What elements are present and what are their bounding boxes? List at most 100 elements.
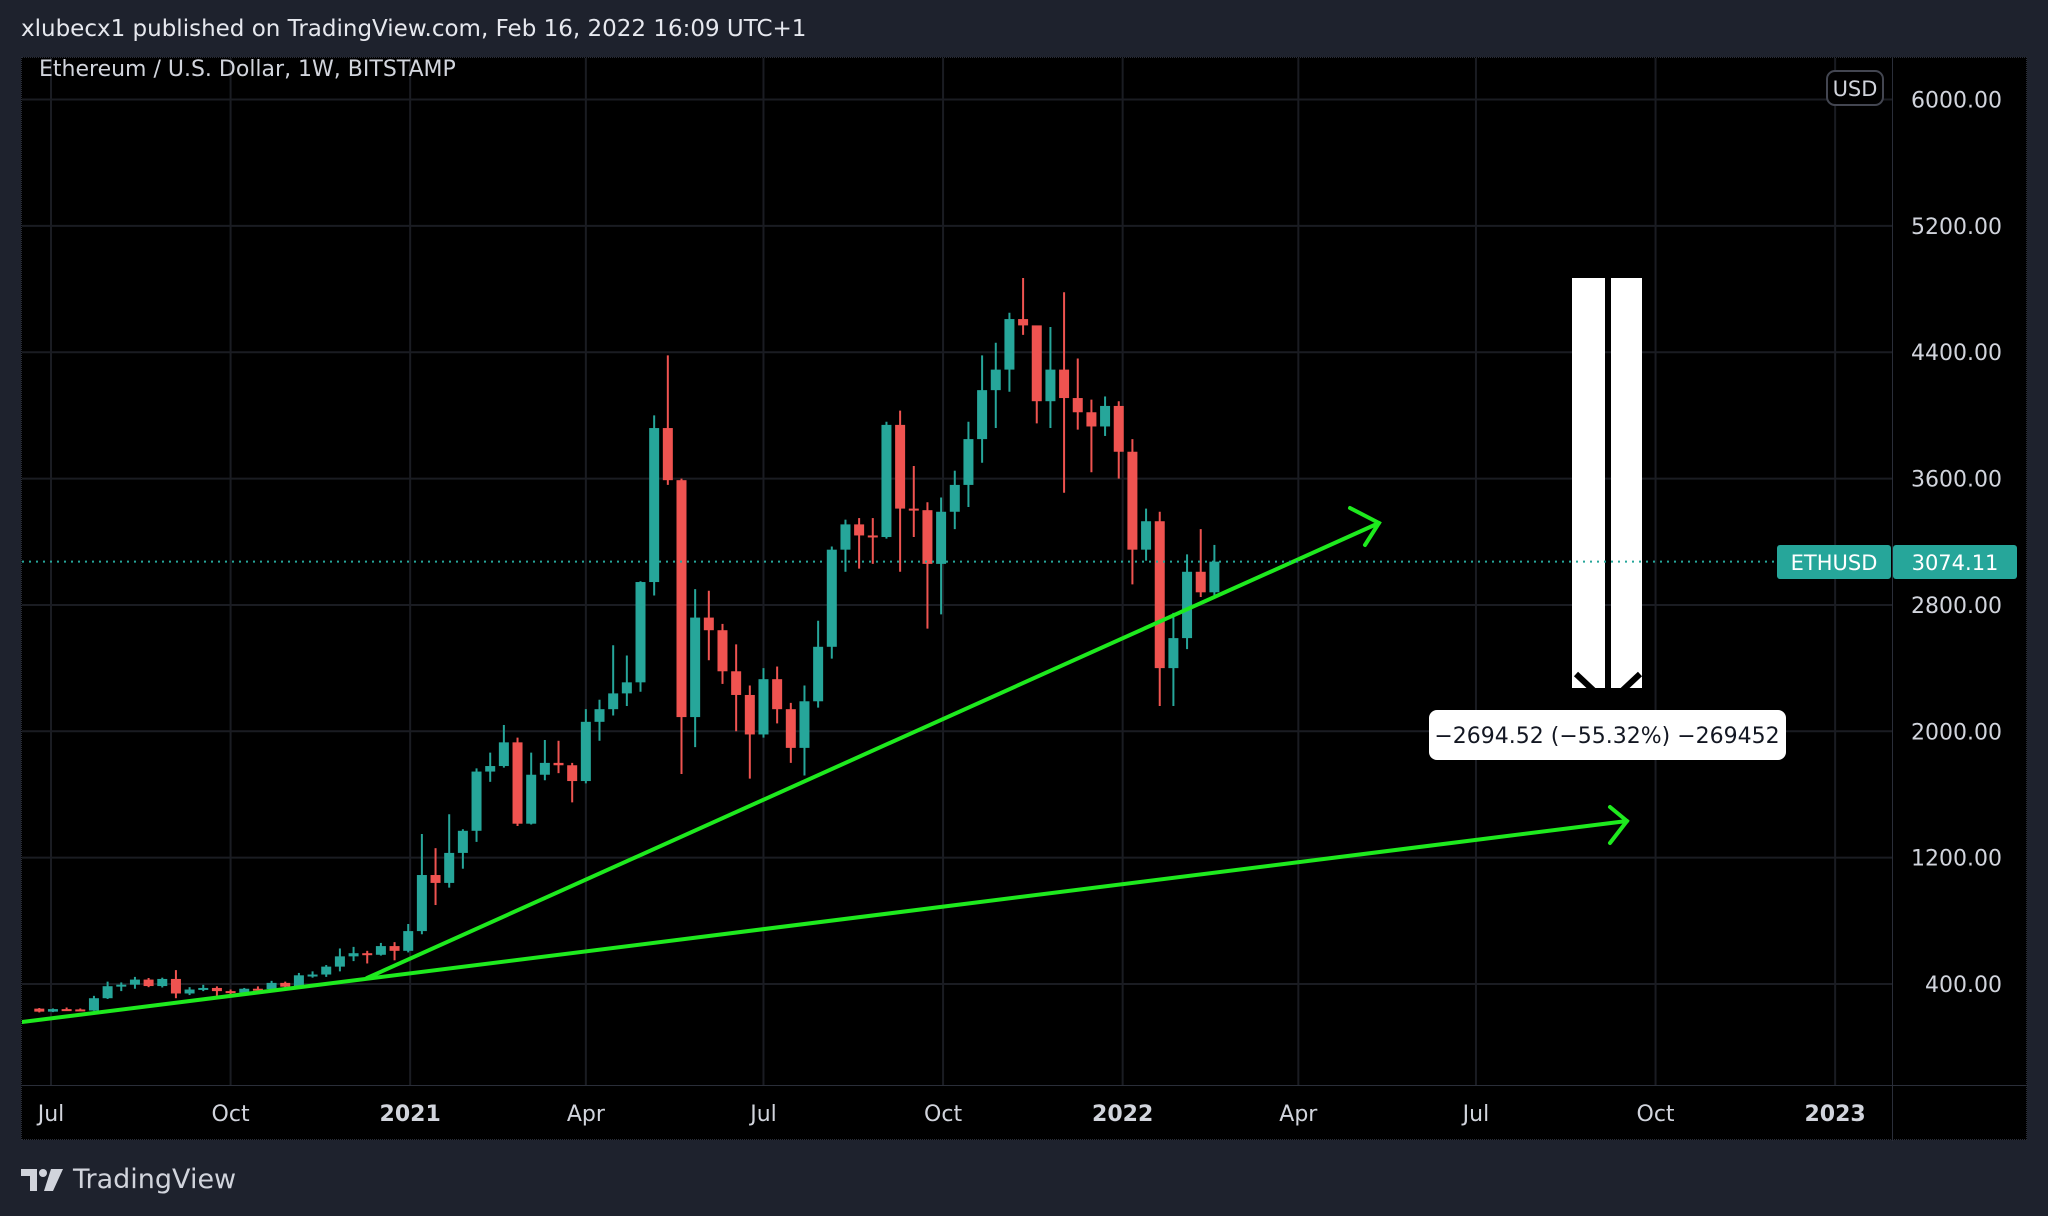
candle-body	[963, 439, 974, 485]
candle-body	[813, 646, 824, 702]
time-tick-label: Oct	[924, 1102, 962, 1127]
tradingview-logo-icon	[21, 1168, 63, 1191]
candle-body	[47, 1009, 58, 1012]
symbol-label: ETHUSD	[1791, 551, 1878, 575]
candle-body	[471, 771, 482, 831]
candle-body	[88, 998, 99, 1011]
candle	[471, 768, 482, 842]
tradingview-logo[interactable]: TradingView	[21, 1164, 236, 1195]
candle-body	[1141, 521, 1152, 550]
arrow-head-icon	[1573, 671, 1643, 709]
candle-body	[1045, 369, 1056, 402]
last-price-label: 3074.11	[1912, 551, 1999, 575]
candle-body	[403, 931, 414, 951]
candle	[580, 709, 591, 784]
candle	[635, 581, 646, 692]
candle-body	[485, 766, 496, 772]
candle-body	[854, 524, 865, 536]
candle-body	[621, 682, 632, 694]
candles	[34, 278, 1220, 1013]
candle	[143, 977, 154, 988]
candle-body	[143, 979, 154, 987]
candle-body	[1031, 325, 1042, 402]
candle-body	[198, 987, 209, 990]
trend-line-arrow	[365, 521, 1381, 980]
candle-body	[498, 742, 509, 767]
candle	[649, 415, 660, 596]
candle-body	[580, 721, 591, 782]
candle-body	[184, 989, 195, 994]
candle	[157, 977, 168, 988]
time-tick-label: 2021	[380, 1102, 441, 1127]
candle	[553, 740, 564, 774]
candle	[881, 421, 892, 539]
candle	[34, 1008, 45, 1013]
candle	[690, 589, 701, 748]
candle-body	[990, 369, 1001, 391]
candle	[922, 502, 933, 629]
candle-body	[457, 830, 468, 853]
candle	[799, 685, 810, 776]
candle	[485, 752, 496, 782]
candle-body	[170, 978, 181, 994]
candle	[1086, 399, 1097, 473]
candle	[608, 645, 619, 716]
price-tick-label: 1200.00	[1911, 847, 2002, 872]
price-tick-label: 400.00	[1925, 973, 2002, 998]
candle-body	[1004, 319, 1015, 370]
candle-body	[293, 975, 304, 987]
candle-body	[1195, 571, 1206, 593]
time-tick-label: Oct	[1637, 1102, 1675, 1127]
candle	[1168, 612, 1179, 707]
candle	[1209, 544, 1220, 596]
candle	[826, 546, 837, 659]
candle-body	[731, 671, 742, 695]
candle	[444, 814, 455, 888]
candle-body	[321, 966, 332, 975]
candle	[102, 981, 113, 1000]
candle	[307, 971, 318, 978]
candle-body	[649, 428, 660, 583]
candle-body	[1182, 571, 1193, 639]
candle-body	[1168, 638, 1179, 669]
candle	[990, 342, 1001, 429]
candle	[539, 739, 550, 781]
candle	[1154, 511, 1165, 707]
candle-body	[826, 549, 837, 647]
candle-body	[1113, 405, 1124, 452]
candle	[854, 518, 865, 569]
candle	[266, 980, 277, 990]
measure-text: −2694.52 (−55.32%) −269452	[1434, 724, 1779, 749]
time-tick-label: 2022	[1092, 1102, 1153, 1127]
candle	[895, 410, 906, 572]
candle	[977, 355, 988, 463]
time-tick-label: Apr	[1279, 1102, 1318, 1127]
candle	[662, 355, 673, 485]
chart-title: Ethereum / U.S. Dollar, 1W, BITSTAMP	[39, 58, 456, 82]
candle-body	[744, 694, 755, 735]
candle	[430, 848, 441, 906]
time-tick-label: 2023	[1805, 1102, 1866, 1127]
candle-body	[1127, 451, 1138, 550]
candle-body	[157, 978, 168, 987]
price-tick-label: 2000.00	[1911, 720, 2002, 745]
price-tick-label: 5200.00	[1911, 215, 2002, 240]
price-tick-label: 2800.00	[1911, 594, 2002, 619]
candle-body	[526, 774, 537, 824]
candle	[621, 655, 632, 707]
candle-body	[307, 974, 318, 977]
time-tick-label: Apr	[567, 1102, 606, 1127]
time-tick-label: Jul	[36, 1102, 65, 1127]
chart-pane[interactable]: 400.00 1200.00 2000.00 2800.00 3600.00 4400.0…	[21, 57, 2028, 1141]
candle	[949, 470, 960, 530]
candlestick-chart[interactable]: 400.00 1200.00 2000.00 2800.00 3600.00 4400.0…	[22, 58, 2028, 1141]
candle	[362, 950, 373, 964]
candle-body	[1154, 521, 1165, 669]
measure-label[interactable]: −2694.52 (−55.32%) −269452	[1429, 710, 1786, 760]
currency-button[interactable]: USD	[1826, 70, 1884, 106]
arrow-shaft-left	[1572, 278, 1605, 688]
arrow-shaft-right	[1611, 278, 1642, 688]
candle-body	[348, 953, 359, 957]
candle-body	[61, 1009, 72, 1012]
candle-body	[239, 988, 250, 993]
